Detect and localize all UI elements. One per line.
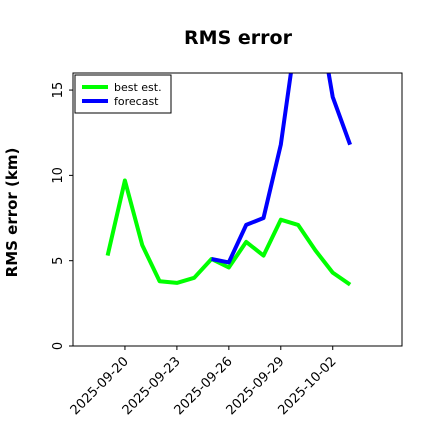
- series-layer: [105, 73, 352, 287]
- legend-label-forecast: forecast: [114, 95, 159, 108]
- legend-label-best-est: best est.: [114, 81, 162, 94]
- ticks-layer: 0510152025-09-202025-09-232025-09-262025…: [51, 82, 340, 418]
- y-tick-label: 10: [51, 167, 66, 184]
- y-tick-label: 0: [51, 342, 66, 350]
- plot-frame: [72, 72, 403, 347]
- y-axis-label: RMS error (km): [3, 148, 21, 278]
- legend-box: [74, 74, 172, 114]
- series-line-best-est: [105, 178, 352, 287]
- legend: best est. forecast: [74, 74, 172, 114]
- y-tick-label: 15: [51, 82, 66, 99]
- chart-title: RMS error: [184, 27, 293, 49]
- series-line-forecast: [211, 73, 352, 265]
- y-tick-label: 5: [51, 257, 66, 265]
